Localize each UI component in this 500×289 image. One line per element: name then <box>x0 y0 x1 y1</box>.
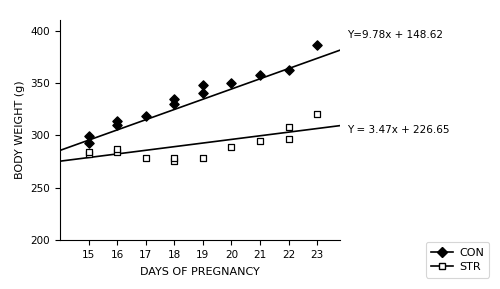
Point <box>170 159 178 164</box>
Point <box>284 137 292 142</box>
Point <box>313 112 321 117</box>
Point <box>113 150 121 154</box>
Text: Y = 3.47x + 226.65: Y = 3.47x + 226.65 <box>348 125 450 135</box>
Y-axis label: BODY WEIGHT (g): BODY WEIGHT (g) <box>15 81 25 179</box>
Point <box>170 96 178 101</box>
Point <box>284 68 292 73</box>
Point <box>313 43 321 48</box>
Point <box>84 134 92 139</box>
Point <box>199 91 207 96</box>
Point <box>84 152 92 156</box>
Text: Y=9.78x + 148.62: Y=9.78x + 148.62 <box>348 30 444 40</box>
Point <box>84 140 92 145</box>
Point <box>228 81 235 85</box>
Point <box>170 156 178 161</box>
Point <box>228 144 235 149</box>
Point <box>199 156 207 161</box>
Point <box>284 125 292 129</box>
Point <box>256 138 264 143</box>
Point <box>199 83 207 87</box>
Point <box>142 114 150 119</box>
Point <box>113 118 121 123</box>
Point <box>170 102 178 106</box>
Point <box>113 147 121 151</box>
Point <box>84 150 92 154</box>
Point <box>113 123 121 127</box>
X-axis label: DAYS OF PREGNANCY: DAYS OF PREGNANCY <box>140 266 260 277</box>
Legend: CON, STR: CON, STR <box>426 242 490 278</box>
Point <box>256 72 264 77</box>
Point <box>142 156 150 161</box>
